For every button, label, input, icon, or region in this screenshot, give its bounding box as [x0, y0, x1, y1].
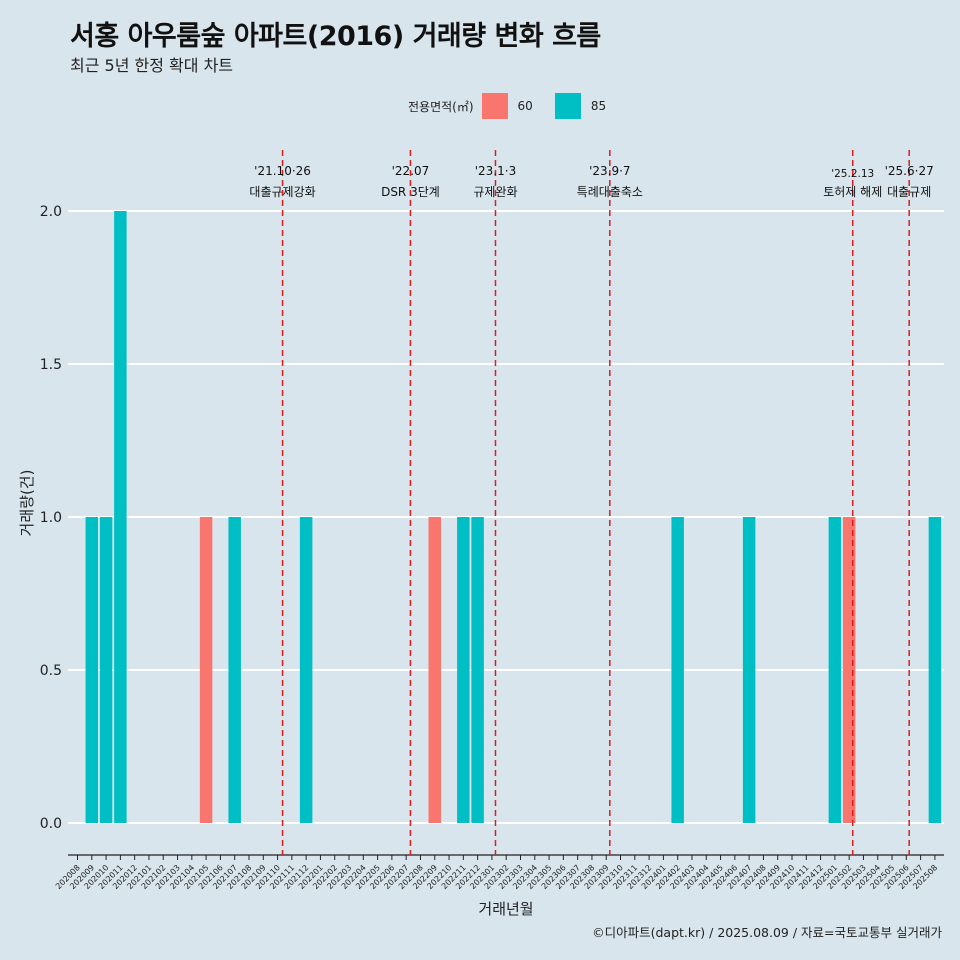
legend-label-60: 60	[517, 99, 533, 113]
bar-60-202105	[199, 517, 213, 823]
bar-60-202502	[842, 517, 856, 823]
event-label: 대출규제강화	[249, 185, 315, 199]
event-date-label: '23.1·3	[475, 164, 516, 178]
bar-85-202402	[671, 517, 684, 823]
legend-label-85: 85	[590, 99, 607, 113]
y-tick-label: 1.5	[40, 357, 62, 373]
event-label: 토허제 해제	[823, 185, 882, 199]
legend-key-60	[481, 93, 508, 119]
event-date-label: '25.2.13	[831, 168, 874, 180]
event-date-label: '21.10·26	[254, 164, 311, 178]
y-tick-label: 1.0	[40, 510, 62, 526]
bar-85-202112	[299, 517, 313, 823]
y-axis-title: 거래량(건)	[18, 470, 36, 537]
event-label: 대출규제	[887, 185, 931, 199]
bar-85-202107	[228, 517, 241, 823]
bar-85-202011	[114, 211, 127, 823]
event-label: DSR 3단계	[381, 185, 440, 199]
event-date-label: '25.6·27	[885, 164, 934, 178]
source-caption: ©디아파트(dapt.kr) / 2025.08.09 / 자료=국토교통부 실…	[592, 925, 942, 940]
legend-title: 전용면적(㎡)	[408, 99, 474, 114]
legend-key-85	[554, 93, 581, 119]
bar-85-202508	[928, 517, 942, 823]
event-date-label: '22.07	[392, 164, 430, 178]
y-tick-label: 2.0	[40, 204, 62, 220]
event-label: 규제완화	[473, 185, 517, 199]
bar-85-202211	[457, 517, 470, 823]
bar-85-202009	[85, 517, 99, 823]
y-tick-label: 0.5	[40, 663, 62, 679]
chart-title: 서홍 아우룸숲 아파트(2016) 거래량 변화 흐름	[70, 21, 601, 52]
x-axis-title: 거래년월	[478, 900, 533, 918]
bar-85-202212	[471, 517, 484, 823]
y-tick-label: 0.0	[40, 816, 62, 832]
bar-60-202209	[428, 517, 441, 823]
chart-subtitle: 최근 5년 한정 확대 차트	[70, 56, 234, 75]
legend: 전용면적(㎡) 60 85	[408, 93, 614, 119]
event-label: 특례대출축소	[577, 185, 643, 199]
bar-85-202407	[742, 517, 756, 823]
bar-85-202010	[99, 517, 113, 823]
bar-85-202501	[828, 517, 842, 823]
event-date-label: '23.9·7	[589, 164, 630, 178]
